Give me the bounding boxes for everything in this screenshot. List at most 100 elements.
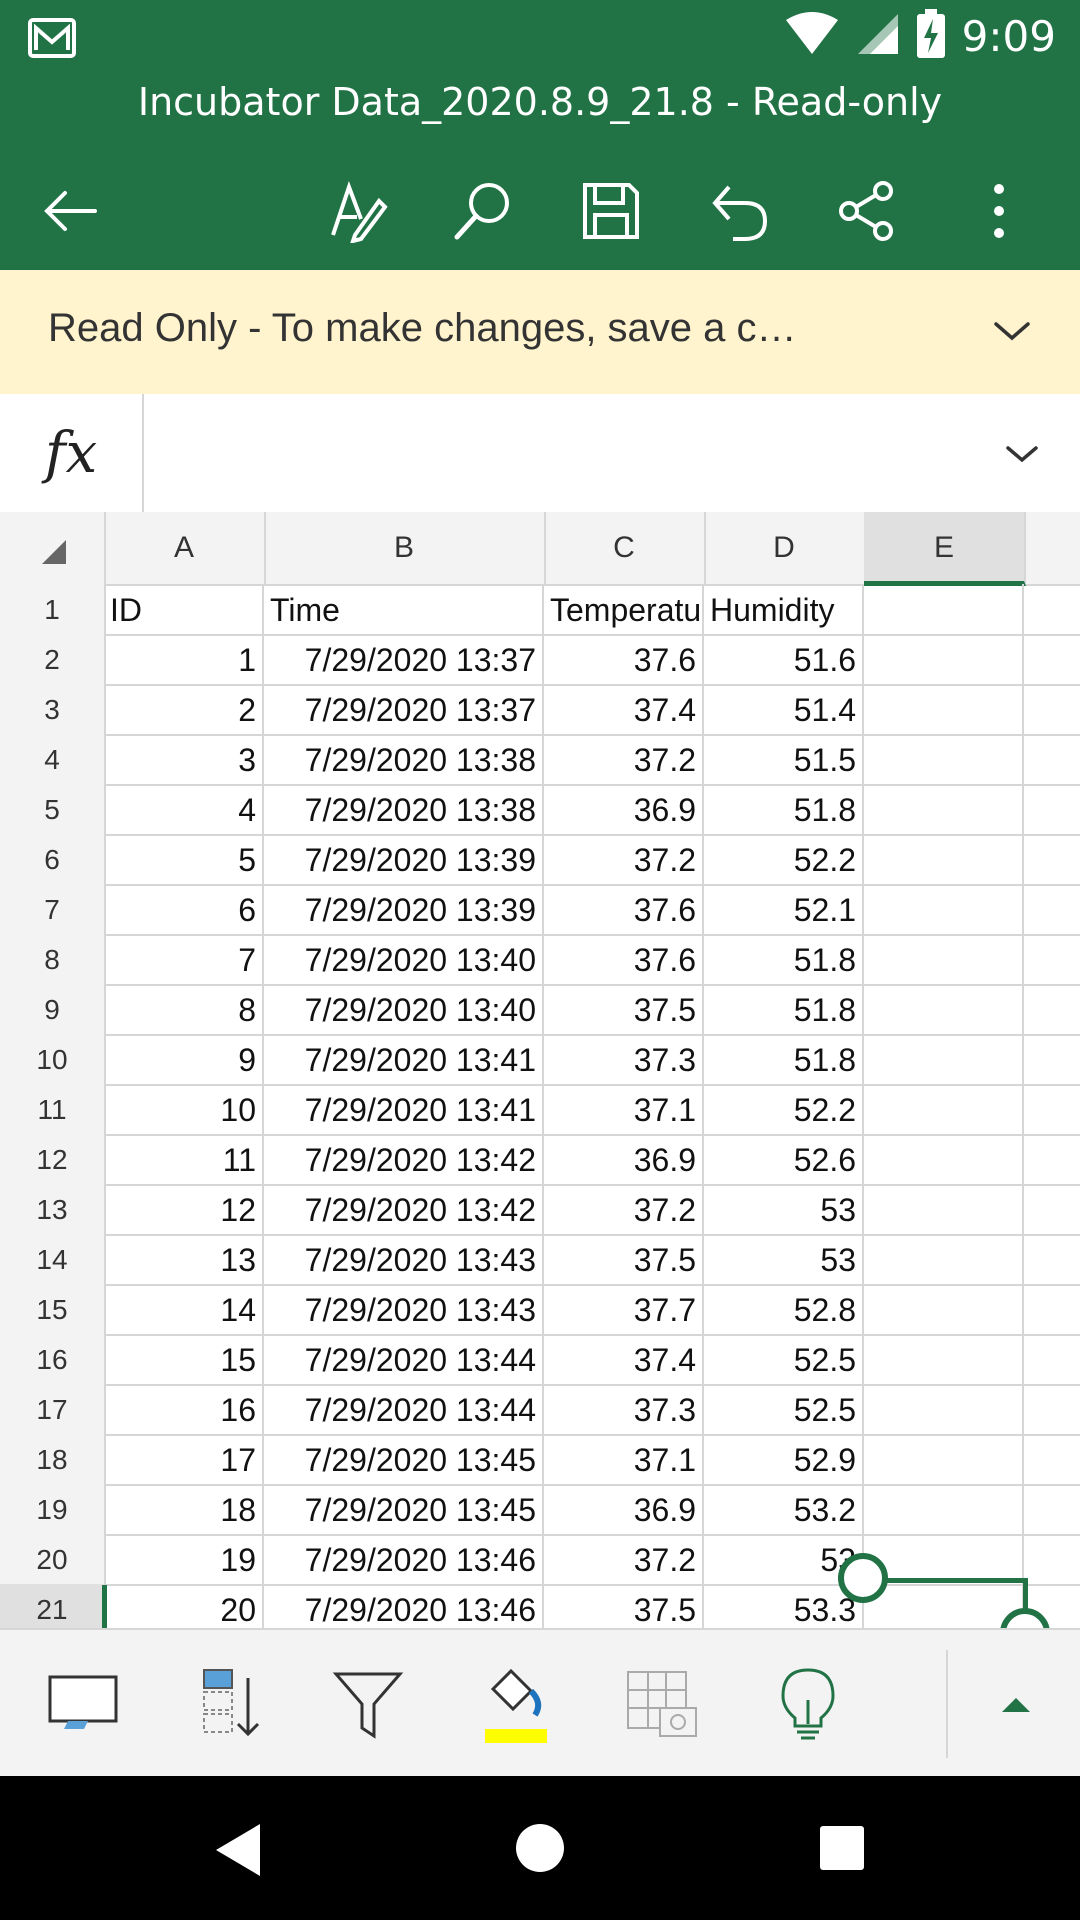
- cell-hum[interactable]: 52.5: [704, 1384, 864, 1434]
- cell-id[interactable]: 20: [104, 1584, 264, 1628]
- read-only-banner[interactable]: Read Only - To make changes, save a c…: [0, 270, 1080, 395]
- cell-id[interactable]: 8: [104, 984, 264, 1034]
- cell-empty[interactable]: [864, 1034, 1024, 1084]
- row-header[interactable]: 1: [0, 584, 106, 634]
- cell-temp[interactable]: 36.9: [544, 1134, 704, 1184]
- cell-id[interactable]: 7: [104, 934, 264, 984]
- cell-empty[interactable]: [864, 1334, 1024, 1384]
- cell-hum[interactable]: 51.8: [704, 1034, 864, 1084]
- expand-formula-icon[interactable]: [994, 426, 1050, 482]
- nav-home-button[interactable]: [514, 1822, 566, 1879]
- cell-empty[interactable]: [864, 1184, 1024, 1234]
- function-button[interactable]: fx: [0, 394, 144, 512]
- row-header[interactable]: 21: [0, 1584, 106, 1628]
- row-header[interactable]: 14: [0, 1234, 106, 1284]
- cell-id[interactable]: 17: [104, 1434, 264, 1484]
- cell-temp[interactable]: 37.1: [544, 1434, 704, 1484]
- select-all-button[interactable]: [0, 512, 106, 584]
- cell-temp[interactable]: 37.2: [544, 1184, 704, 1234]
- row-header[interactable]: 13: [0, 1184, 106, 1234]
- cell-id[interactable]: 1: [104, 634, 264, 684]
- cell-empty[interactable]: [864, 634, 1024, 684]
- cell-temp[interactable]: 37.6: [544, 884, 704, 934]
- cell-empty[interactable]: [864, 984, 1024, 1034]
- more-options-button[interactable]: [954, 166, 1044, 256]
- cell-id[interactable]: 12: [104, 1184, 264, 1234]
- cell-id[interactable]: 16: [104, 1384, 264, 1434]
- column-header-d[interactable]: D: [704, 512, 866, 584]
- cell-temp[interactable]: 37.3: [544, 1034, 704, 1084]
- share-button[interactable]: [822, 166, 912, 256]
- cell-temp[interactable]: 37.6: [544, 934, 704, 984]
- cell-id[interactable]: 11: [104, 1134, 264, 1184]
- ideas-button[interactable]: [758, 1654, 858, 1754]
- cell-empty[interactable]: [864, 1234, 1024, 1284]
- cell-empty[interactable]: [864, 1584, 1024, 1628]
- cell-empty[interactable]: [864, 1434, 1024, 1484]
- row-header[interactable]: 16: [0, 1334, 106, 1384]
- chevron-down-icon[interactable]: [984, 304, 1040, 360]
- cell-time[interactable]: 7/29/2020 13:38: [264, 734, 544, 784]
- header-cell[interactable]: Temperatu: [544, 584, 704, 634]
- cell-empty[interactable]: [864, 1134, 1024, 1184]
- row-header[interactable]: 20: [0, 1534, 106, 1584]
- cell-temp[interactable]: 37.6: [544, 634, 704, 684]
- cell-temp[interactable]: 37.4: [544, 684, 704, 734]
- back-button[interactable]: [24, 166, 114, 256]
- cell-id[interactable]: 18: [104, 1484, 264, 1534]
- cell-time[interactable]: 7/29/2020 13:44: [264, 1334, 544, 1384]
- row-header[interactable]: 4: [0, 734, 106, 784]
- row-header[interactable]: 7: [0, 884, 106, 934]
- cell-id[interactable]: 19: [104, 1534, 264, 1584]
- cell-hum[interactable]: 51.6: [704, 634, 864, 684]
- header-cell[interactable]: ID: [104, 584, 264, 634]
- cell-id[interactable]: 3: [104, 734, 264, 784]
- header-cell[interactable]: Humidity: [704, 584, 864, 634]
- cell-time[interactable]: 7/29/2020 13:41: [264, 1034, 544, 1084]
- row-header[interactable]: 18: [0, 1434, 106, 1484]
- header-cell[interactable]: Time: [264, 584, 544, 634]
- cell-time[interactable]: 7/29/2020 13:43: [264, 1234, 544, 1284]
- cell-temp[interactable]: 37.3: [544, 1384, 704, 1434]
- row-header[interactable]: 5: [0, 784, 106, 834]
- column-header-e[interactable]: E: [864, 512, 1026, 586]
- cell-hum[interactable]: 53: [704, 1184, 864, 1234]
- cell-time[interactable]: 7/29/2020 13:46: [264, 1534, 544, 1584]
- cell-empty[interactable]: [864, 784, 1024, 834]
- cell-time[interactable]: 7/29/2020 13:39: [264, 834, 544, 884]
- cell-time[interactable]: 7/29/2020 13:42: [264, 1134, 544, 1184]
- cell-hum[interactable]: 52.2: [704, 834, 864, 884]
- filter-button[interactable]: [318, 1654, 418, 1754]
- cell-temp[interactable]: 37.1: [544, 1084, 704, 1134]
- cell-hum[interactable]: 52.2: [704, 1084, 864, 1134]
- sort-button[interactable]: [178, 1654, 278, 1754]
- cell-empty[interactable]: [864, 1084, 1024, 1134]
- cell-id[interactable]: 5: [104, 834, 264, 884]
- row-header[interactable]: 17: [0, 1384, 106, 1434]
- cell-time[interactable]: 7/29/2020 13:46: [264, 1584, 544, 1628]
- cell-empty[interactable]: [864, 684, 1024, 734]
- cell-hum[interactable]: 52.6: [704, 1134, 864, 1184]
- cell-temp[interactable]: 36.9: [544, 1484, 704, 1534]
- cell-hum[interactable]: 52.5: [704, 1334, 864, 1384]
- cell-hum[interactable]: 53.3: [704, 1584, 864, 1628]
- cell-empty[interactable]: [864, 1284, 1024, 1334]
- row-header[interactable]: 15: [0, 1284, 106, 1334]
- cell-empty[interactable]: [864, 1484, 1024, 1534]
- cell-hum[interactable]: 52.8: [704, 1284, 864, 1334]
- cell-id[interactable]: 15: [104, 1334, 264, 1384]
- undo-button[interactable]: [694, 166, 784, 256]
- row-header[interactable]: 10: [0, 1034, 106, 1084]
- nav-back-button[interactable]: [214, 1822, 264, 1883]
- cell-id[interactable]: 9: [104, 1034, 264, 1084]
- cell-time[interactable]: 7/29/2020 13:44: [264, 1384, 544, 1434]
- draw-button[interactable]: [312, 166, 402, 256]
- selection-handle[interactable]: [838, 1553, 888, 1603]
- cell-time[interactable]: 7/29/2020 13:40: [264, 984, 544, 1034]
- cell-empty[interactable]: [864, 1534, 1024, 1584]
- cell-temp[interactable]: 37.2: [544, 734, 704, 784]
- cell-time[interactable]: 7/29/2020 13:37: [264, 684, 544, 734]
- cell-hum[interactable]: 52.1: [704, 884, 864, 934]
- cell-id[interactable]: 4: [104, 784, 264, 834]
- spreadsheet-grid[interactable]: A B C D E 1 ID Time Temperatu Humidity 2 1 7/29…: [0, 512, 1080, 1628]
